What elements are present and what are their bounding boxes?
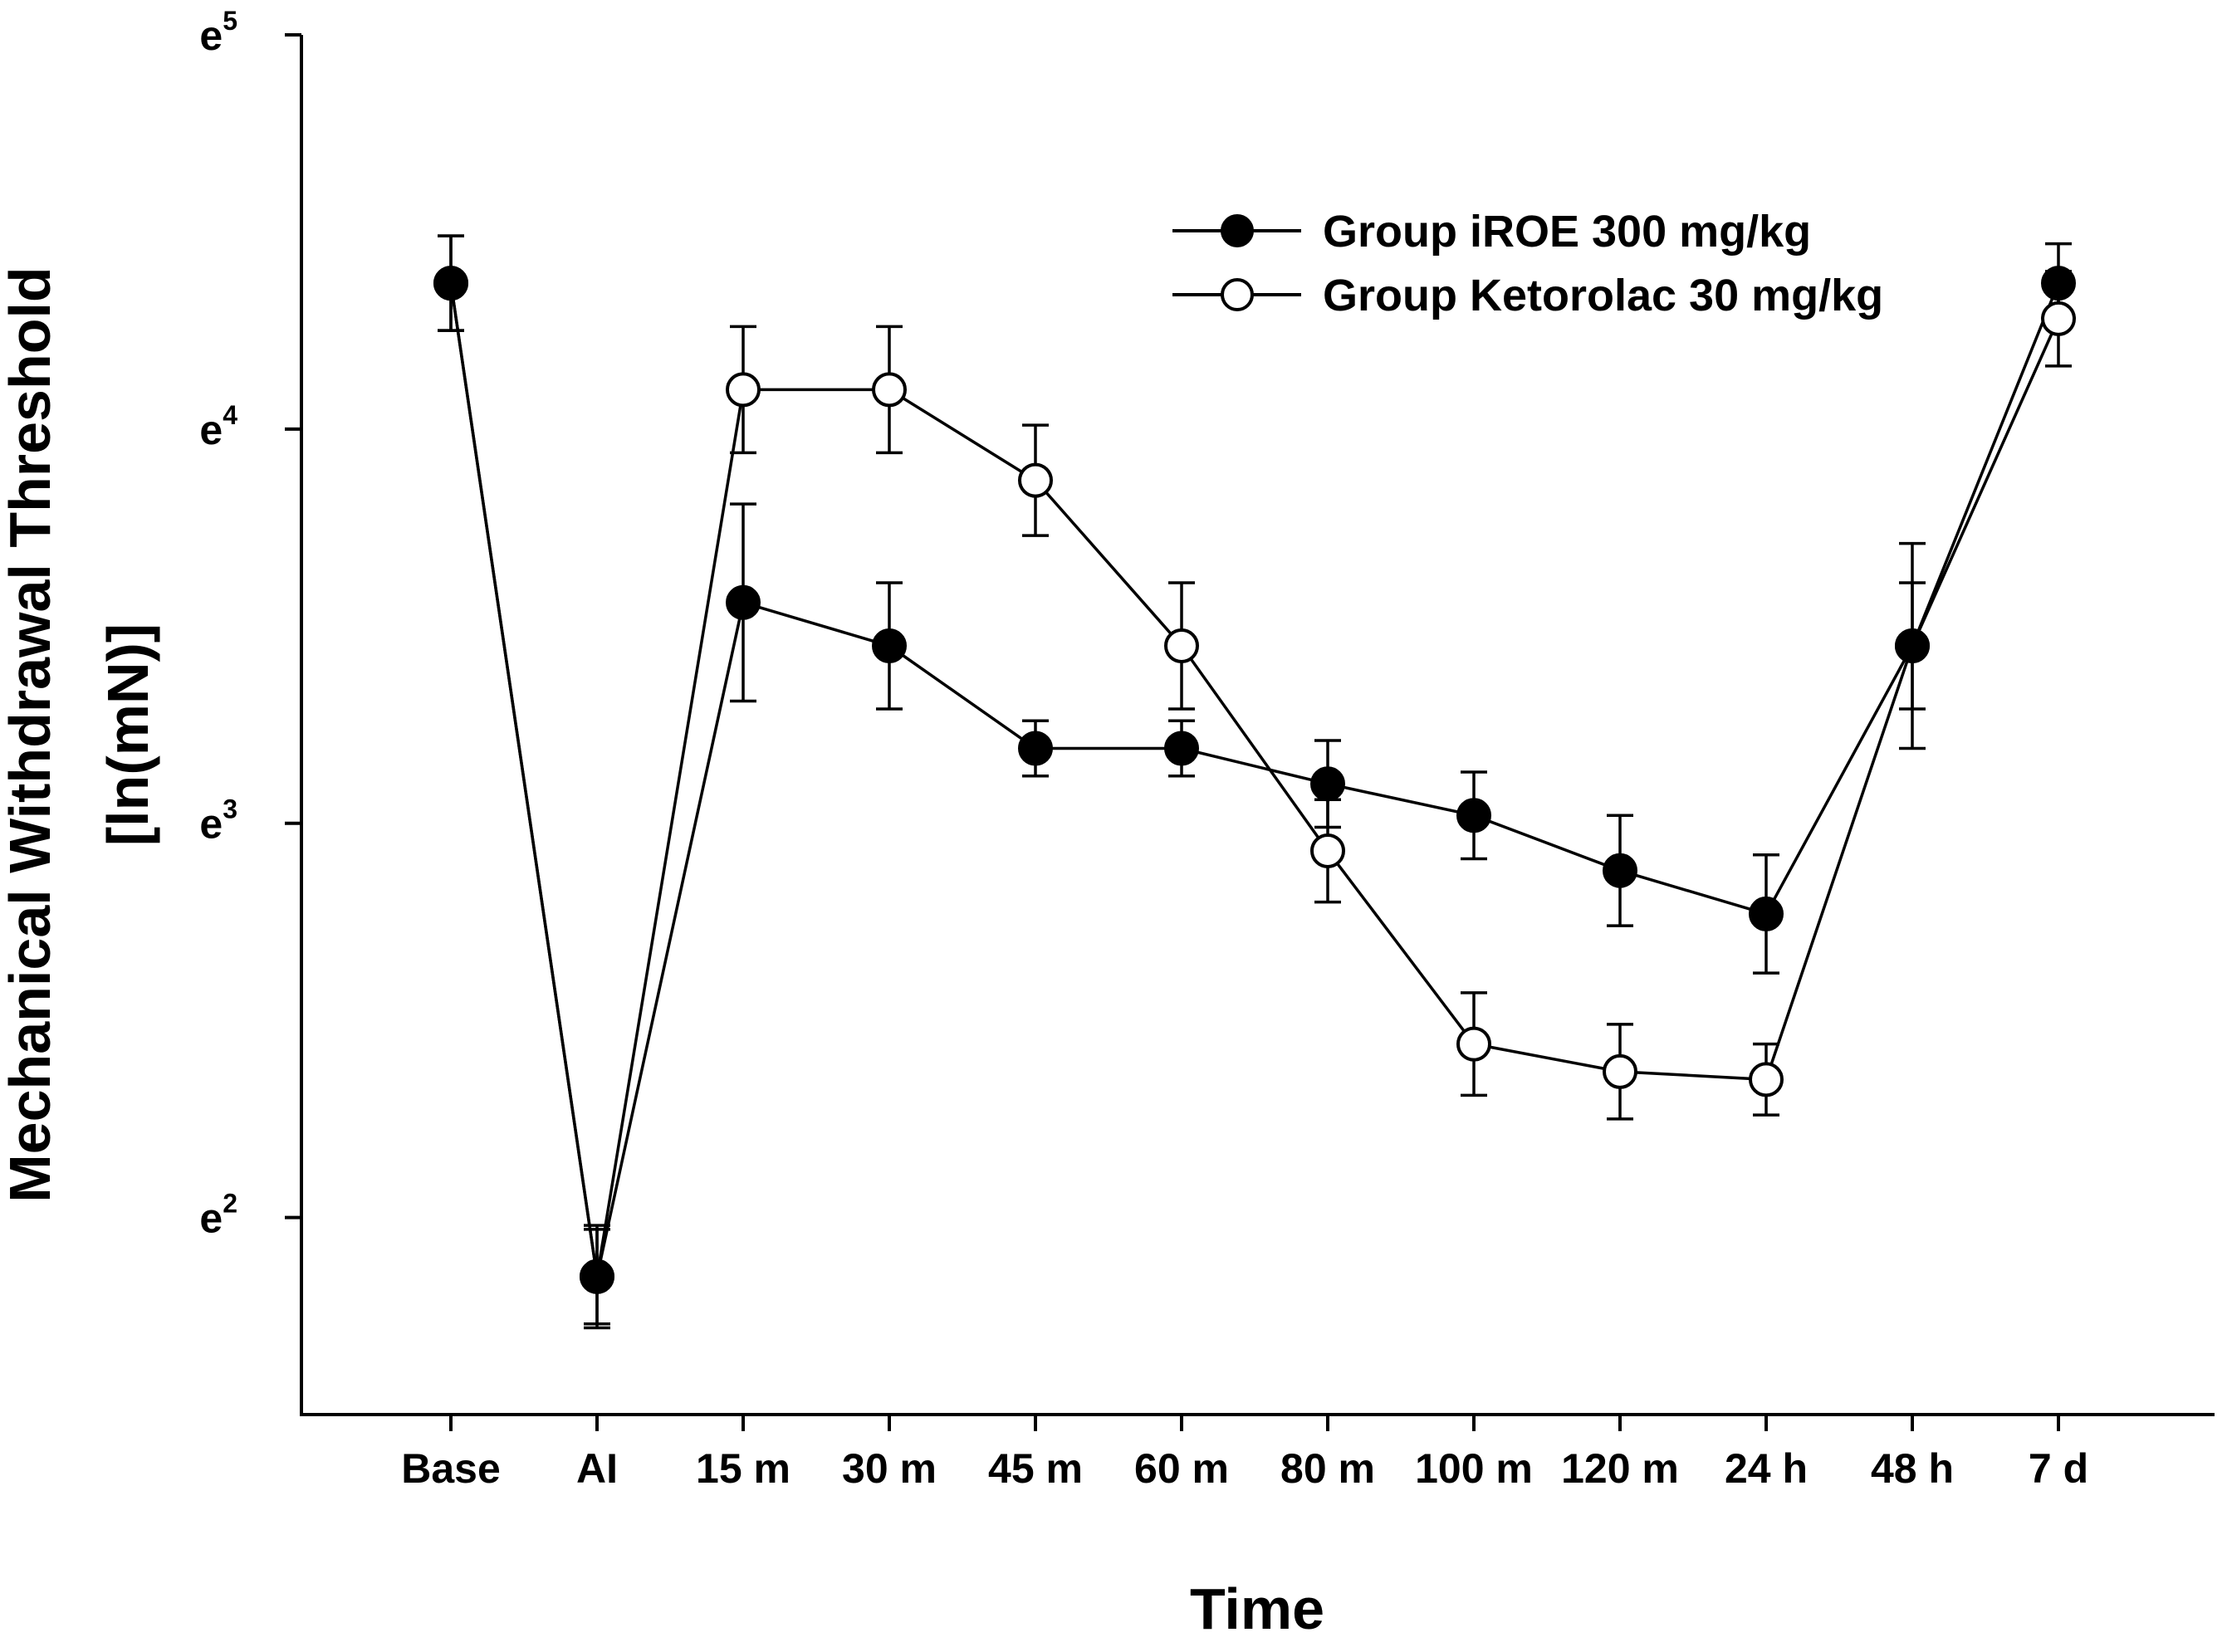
legend: Group iROE 300 mg/kg Group Ketorolac 30 …: [1172, 207, 1883, 320]
series-ketorolac: [438, 234, 2072, 1330]
data-point: [1749, 896, 1784, 931]
y-tick-label: e4: [199, 400, 237, 453]
series-line: [449, 282, 2060, 1278]
data-point: [2041, 301, 2076, 336]
legend-label-ketorolac: Group Ketorolac 30 mg/kg: [1323, 271, 1883, 320]
data-point: [2041, 266, 2076, 301]
data-point: [1164, 731, 1199, 766]
x-tick-label: 80 m: [1280, 1445, 1375, 1492]
x-axis-title: Time: [1190, 1576, 1324, 1641]
data-point: [1164, 628, 1199, 664]
x-tick-label: 30 m: [842, 1445, 937, 1492]
markers-iroe: [433, 266, 2076, 1294]
x-tick-label: Base: [401, 1445, 501, 1492]
series-line: [449, 282, 2060, 1278]
series-iroe: [438, 234, 2072, 1326]
data-point: [726, 584, 761, 620]
x-tick-label: 60 m: [1134, 1445, 1229, 1492]
markers-ketorolac: [433, 266, 2076, 1294]
data-point: [580, 1259, 614, 1294]
data-point: [1456, 798, 1491, 833]
x-tick-label: 24 h: [1725, 1445, 1808, 1492]
x-tick-label: 7 d: [2029, 1445, 2088, 1492]
data-point: [1310, 766, 1345, 802]
x-tick-label: 45 m: [988, 1445, 1083, 1492]
data-point: [1895, 628, 1930, 664]
y-tick-label: e2: [199, 1189, 237, 1242]
y-axis-title-line-2: [ln(mN)]: [95, 623, 160, 846]
data-point: [726, 372, 761, 408]
legend-item-irOE: Group iROE 300 mg/kg: [1172, 207, 1811, 257]
data-point: [1456, 1026, 1491, 1062]
legend-item-ketorolac: Group Ketorolac 30 mg/kg: [1172, 271, 1883, 320]
data-point: [872, 628, 907, 664]
y-axis-title-line-1: Mechanical Withdrawal Threshold: [0, 266, 62, 1202]
y-tick-label: e5: [199, 6, 237, 59]
x-tick-label: 48 h: [1871, 1445, 1954, 1492]
y-tick-label: e3: [199, 794, 237, 848]
y-ticks: e2 e3 e4 e5: [199, 6, 301, 1242]
data-point: [1018, 731, 1053, 766]
data-point: [1603, 853, 1637, 888]
legend-marker-irOE: [1221, 214, 1254, 247]
x-tick-label: AI: [576, 1445, 618, 1492]
data-point: [1018, 462, 1053, 498]
x-tick-label: 15 m: [696, 1445, 790, 1492]
data-point: [1749, 1062, 1784, 1097]
data-point: [1603, 1053, 1637, 1089]
data-point: [1310, 833, 1345, 868]
y-axis-title: Mechanical Withdrawal Threshold [ln(mN)]: [0, 266, 160, 1202]
x-tick-label: 100 m: [1415, 1445, 1533, 1492]
legend-label-irOE: Group iROE 300 mg/kg: [1323, 207, 1811, 257]
series-layer: [433, 234, 2076, 1330]
x-ticks: Base AI 15 m 30 m 45 m 60 m 80 m 100 m 120 m 24 h…: [401, 1415, 2088, 1492]
data-point: [872, 372, 907, 408]
axes: [300, 35, 2215, 1416]
x-tick-label: 120 m: [1561, 1445, 1679, 1492]
legend-marker-ketorolac: [1221, 278, 1254, 311]
data-point: [433, 266, 468, 301]
